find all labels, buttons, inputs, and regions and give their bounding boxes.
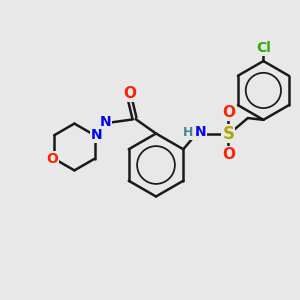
Text: O: O — [47, 152, 58, 166]
Text: H: H — [183, 126, 194, 139]
Text: O: O — [123, 86, 136, 101]
Text: N: N — [195, 125, 206, 140]
Text: O: O — [222, 147, 235, 162]
Text: N: N — [100, 115, 112, 129]
Text: N: N — [90, 128, 102, 142]
Text: S: S — [222, 125, 234, 143]
Text: Cl: Cl — [256, 41, 271, 55]
Text: O: O — [222, 105, 235, 120]
